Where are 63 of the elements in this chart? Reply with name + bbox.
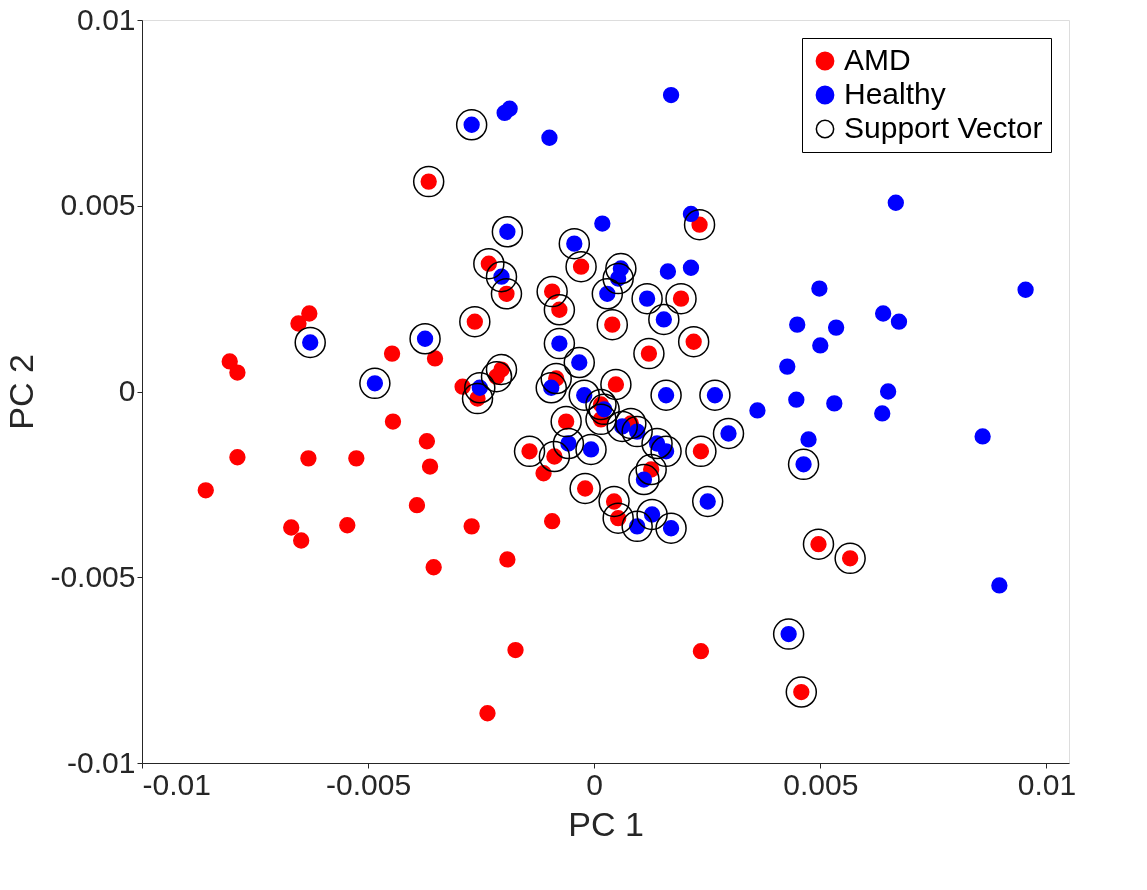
- point: [682, 259, 700, 276]
- y-axis-title: PC 2: [2, 354, 41, 430]
- point: [662, 86, 680, 104]
- point: [890, 313, 908, 330]
- x-axis-title: PC 1: [568, 804, 644, 843]
- legend-label: Support Vector: [844, 111, 1043, 144]
- point: [543, 513, 561, 530]
- point: [479, 705, 496, 722]
- point: [507, 641, 524, 659]
- point: [418, 433, 436, 450]
- y-tick-label: -0.01: [67, 745, 136, 779]
- point: [408, 497, 426, 514]
- point: [826, 395, 843, 412]
- x-tick-label: 0.01: [1017, 767, 1077, 801]
- point: [499, 551, 516, 568]
- point: [197, 482, 214, 499]
- point: [229, 364, 246, 381]
- point: [421, 458, 439, 475]
- point: [290, 315, 307, 332]
- point: [874, 305, 892, 322]
- point: [301, 305, 318, 322]
- x-tick-label: 0.005: [783, 767, 859, 801]
- point: [283, 519, 300, 536]
- point: [827, 319, 845, 336]
- point: [974, 428, 991, 445]
- point: [692, 643, 710, 660]
- point: [874, 405, 891, 422]
- x-tick-label: 0: [586, 767, 604, 801]
- point: [800, 431, 817, 448]
- point: [383, 345, 401, 362]
- point: [541, 129, 558, 146]
- point: [788, 391, 805, 408]
- point: [789, 316, 806, 333]
- x-tick-label: -0.01: [142, 767, 211, 801]
- y-tick-label: 0.005: [60, 188, 136, 222]
- point: [463, 518, 480, 535]
- point: [535, 465, 552, 482]
- y-tick-label: -0.005: [50, 559, 136, 593]
- point: [811, 280, 828, 297]
- point: [501, 100, 518, 117]
- x-tick-label: -0.005: [326, 767, 412, 801]
- point: [348, 450, 365, 467]
- point: [425, 559, 442, 576]
- point: [221, 353, 238, 370]
- point: [300, 450, 317, 467]
- point: [887, 194, 904, 211]
- point: [812, 337, 829, 354]
- point: [1017, 281, 1034, 298]
- point: [749, 402, 766, 419]
- legend-label: Healthy: [844, 77, 946, 110]
- point: [659, 263, 677, 280]
- y-tick-label: 0: [118, 374, 136, 407]
- y-tick-label: 0.01: [77, 2, 136, 36]
- point: [293, 532, 310, 549]
- point: [384, 413, 402, 430]
- legend-label: AMD: [844, 43, 911, 76]
- point: [426, 350, 444, 367]
- point: [879, 383, 897, 400]
- point: [779, 358, 796, 375]
- point: [991, 577, 1008, 594]
- point: [339, 517, 356, 534]
- point: [229, 449, 246, 466]
- point: [594, 215, 611, 232]
